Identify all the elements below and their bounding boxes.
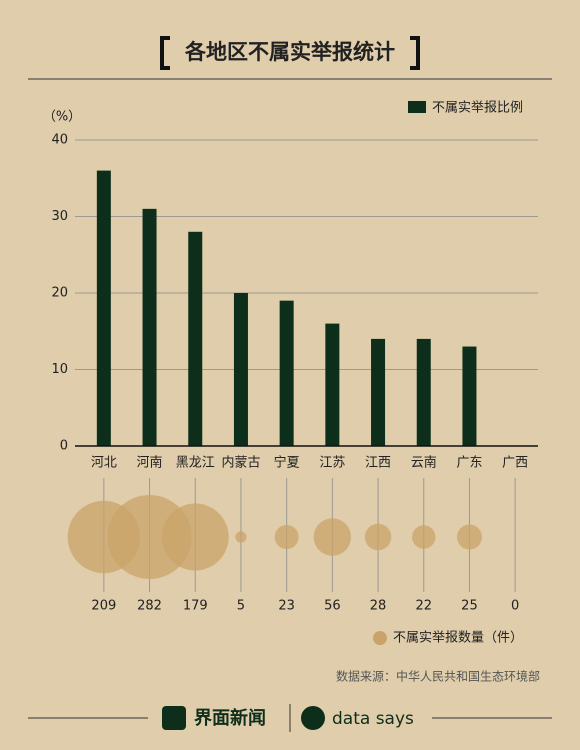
bar [371, 338, 386, 446]
x-tick-label: 内蒙古 [221, 455, 260, 471]
x-tick-label: 宁夏 [274, 455, 300, 471]
x-tick-label: 河南 [137, 455, 163, 471]
brand: 界面新闻 [194, 707, 266, 729]
x-tick-label: 江西 [365, 456, 391, 471]
bubble [274, 525, 299, 549]
count-label: 25 [461, 599, 478, 614]
bracket [160, 36, 170, 70]
bubble [161, 503, 229, 571]
count-label: 209 [91, 599, 116, 614]
bar [279, 300, 294, 446]
bubble [456, 524, 482, 550]
bubble [364, 523, 392, 551]
bracket [410, 36, 420, 70]
bar [233, 293, 248, 446]
y-axis-label: （%） [43, 110, 81, 125]
y-tick-label: 20 [51, 286, 68, 301]
legend-swatch [373, 631, 387, 645]
bar [416, 338, 431, 446]
count-label: 5 [237, 599, 245, 614]
bar [462, 346, 477, 446]
bar [96, 170, 111, 446]
partner-logo [301, 706, 325, 730]
x-tick-label: 河北 [91, 456, 117, 471]
y-tick-label: 30 [51, 209, 68, 224]
source: 数据来源：中华人民共和国生态环境部 [336, 669, 540, 684]
legend-label: 不属实举报比例 [432, 101, 523, 116]
count-label: 56 [324, 599, 341, 614]
legend-label: 不属实举报数量（件） [393, 631, 523, 646]
bubble [412, 525, 436, 549]
count-label: 179 [183, 599, 208, 614]
y-tick-label: 40 [51, 133, 68, 148]
y-tick-label: 0 [60, 439, 68, 454]
bar [325, 323, 340, 446]
count-label: 23 [278, 599, 295, 614]
x-tick-label: 江苏 [319, 455, 345, 471]
bubble [313, 518, 352, 556]
chart-title: 各地区不属实举报统计 [184, 40, 395, 64]
bar [142, 208, 157, 446]
x-tick-label: 广西 [502, 456, 528, 471]
count-label: 22 [415, 599, 432, 614]
x-tick-label: 云南 [411, 455, 437, 471]
brand-logo [162, 706, 186, 730]
bubble [235, 531, 247, 543]
x-tick-label: 黑龙江 [176, 456, 215, 471]
count-label: 28 [370, 599, 387, 614]
bar [188, 231, 203, 446]
count-label: 0 [511, 599, 519, 614]
count-label: 282 [137, 599, 162, 614]
partner: data says [332, 709, 414, 729]
y-tick-label: 10 [51, 362, 68, 377]
legend-swatch [408, 101, 426, 113]
x-tick-label: 广东 [456, 456, 482, 471]
